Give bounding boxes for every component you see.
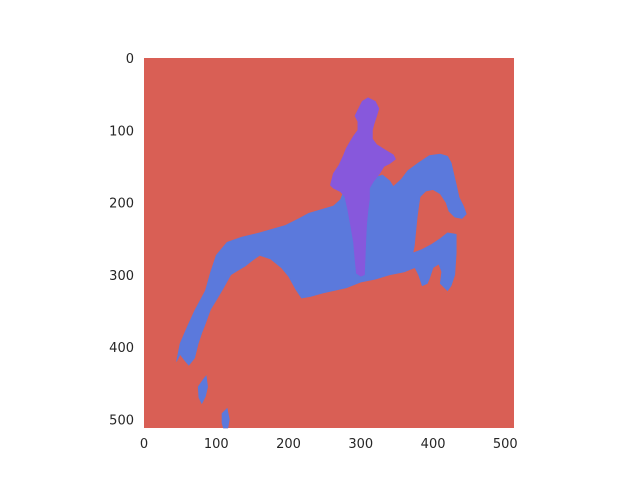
y-tick-label: 400 bbox=[109, 341, 134, 356]
x-tick-label: 100 bbox=[204, 437, 229, 452]
x-tick-label: 0 bbox=[140, 437, 148, 452]
x-tick-label: 300 bbox=[348, 437, 373, 452]
rider-region-1 bbox=[330, 97, 396, 277]
y-tick-label: 500 bbox=[109, 413, 134, 428]
y-axis: 0 100 200 300 400 500 bbox=[109, 52, 134, 428]
x-axis: 0 100 200 300 400 500 bbox=[140, 437, 518, 452]
plot-area bbox=[144, 58, 514, 429]
horse-region-3 bbox=[221, 407, 230, 429]
x-tick-label: 400 bbox=[421, 437, 446, 452]
y-tick-label: 300 bbox=[109, 269, 134, 284]
segmentation-regions bbox=[176, 97, 467, 429]
y-tick-label: 200 bbox=[109, 197, 134, 212]
x-tick-label: 200 bbox=[276, 437, 301, 452]
x-tick-label: 500 bbox=[493, 437, 518, 452]
y-tick-label: 100 bbox=[109, 124, 134, 139]
y-tick-label: 0 bbox=[126, 52, 134, 67]
horse-region-2 bbox=[197, 375, 208, 405]
